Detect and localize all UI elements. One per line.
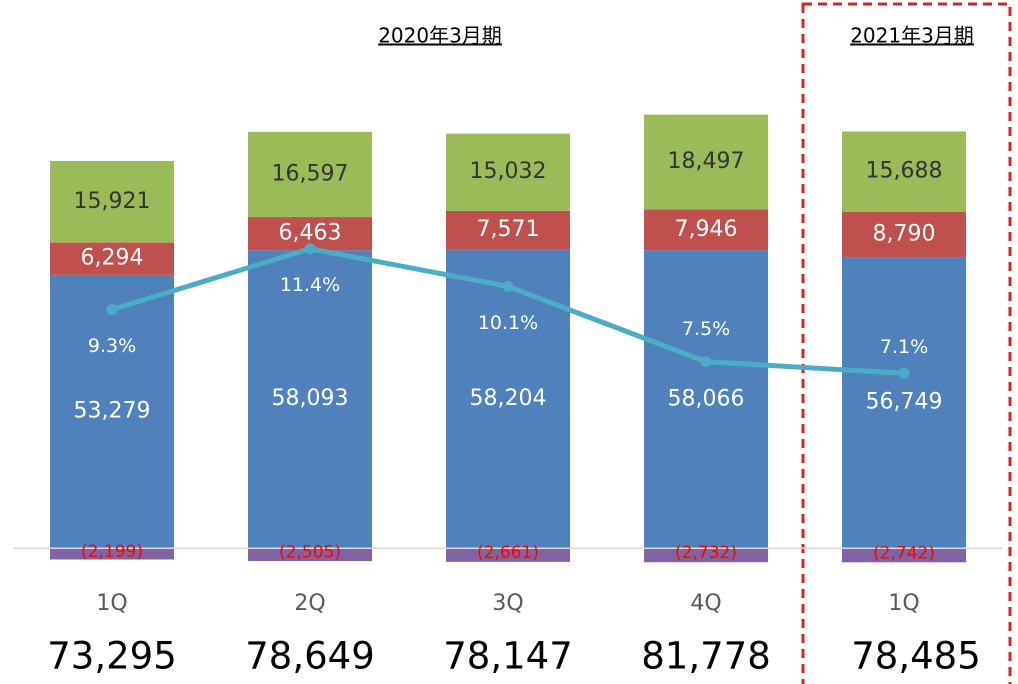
data-label: (2,199)	[81, 542, 143, 562]
line-label: 9.3%	[88, 335, 136, 357]
data-label: (2,732)	[675, 543, 737, 563]
line-label: 10.1%	[478, 312, 538, 334]
data-label: 6,463	[279, 221, 342, 246]
line-point	[700, 356, 712, 368]
x-tick-label: 2Q	[294, 591, 325, 616]
bar-segment	[644, 114, 768, 210]
bar-segment	[248, 131, 372, 218]
group-label: 2020年3月期	[378, 24, 502, 48]
line-point	[304, 243, 316, 255]
bar-segment	[50, 242, 174, 275]
line-point	[106, 304, 118, 316]
bar-segment	[248, 548, 372, 562]
data-label: 7,571	[477, 217, 540, 242]
line-label: 7.5%	[682, 318, 730, 340]
x-tick-label: 1Q	[96, 591, 127, 616]
bar-segment	[50, 274, 174, 549]
data-label: 18,497	[668, 149, 745, 174]
total-label: 73,295	[47, 635, 176, 678]
data-label: 8,790	[873, 222, 936, 247]
total-label: 78,485	[851, 635, 980, 678]
bar-segment	[50, 548, 174, 560]
data-label: (2,742)	[873, 543, 935, 563]
data-label: 15,032	[470, 159, 547, 184]
bar-segment	[644, 209, 768, 251]
bar-segment	[446, 249, 570, 549]
bar-segment	[446, 133, 570, 211]
data-label: 6,294	[81, 246, 144, 271]
x-tick-label: 1Q	[888, 591, 919, 616]
data-label: 58,204	[470, 386, 547, 411]
data-label: 58,093	[272, 386, 349, 411]
bar-segment	[842, 131, 966, 212]
data-label: (2,661)	[477, 543, 539, 563]
bar-segment	[842, 257, 966, 549]
bar-segment	[644, 250, 768, 549]
x-tick-label: 4Q	[690, 591, 721, 616]
x-tick-label: 3Q	[492, 591, 523, 616]
line-label: 7.1%	[880, 336, 928, 358]
total-label: 78,147	[443, 635, 572, 678]
bar-segment	[644, 548, 768, 563]
data-label: 15,921	[74, 189, 151, 214]
group-label: 2021年3月期	[850, 24, 974, 48]
data-label: 58,066	[668, 386, 745, 411]
bar-segment	[842, 211, 966, 258]
total-label: 81,778	[641, 635, 770, 678]
line-point	[502, 280, 514, 292]
line-point	[898, 367, 910, 379]
bar-segment	[842, 548, 966, 563]
bar-segment	[248, 250, 372, 549]
line-label: 11.4%	[280, 274, 340, 296]
bar-segment	[50, 160, 174, 243]
data-label: (2,505)	[279, 543, 341, 563]
data-label: 16,597	[272, 161, 349, 186]
bar-segment	[446, 210, 570, 250]
data-label: 53,279	[74, 399, 151, 424]
total-label: 78,649	[245, 635, 374, 678]
highlight-box	[801, 2, 1012, 684]
data-label: 7,946	[675, 217, 738, 242]
data-label: 15,688	[866, 159, 943, 184]
bar-segment	[446, 548, 570, 562]
data-label: 56,749	[866, 390, 943, 415]
